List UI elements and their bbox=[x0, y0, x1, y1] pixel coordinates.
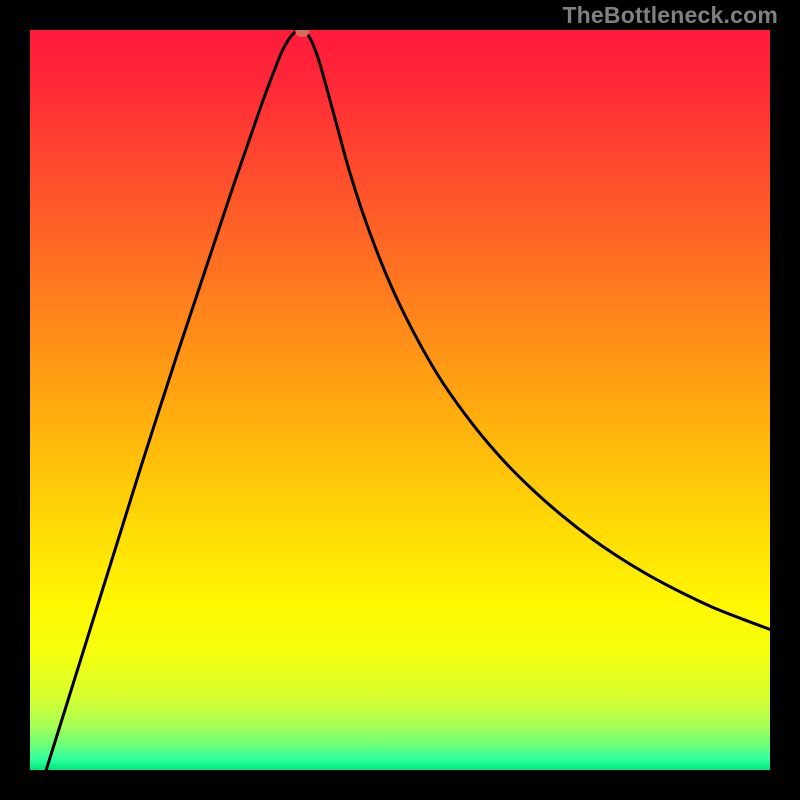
plot-area bbox=[30, 30, 770, 770]
watermark-text: TheBottleneck.com bbox=[562, 2, 778, 29]
gradient-background bbox=[30, 30, 770, 770]
chart-svg bbox=[30, 30, 770, 770]
chart-root: { "watermark": { "text": "TheBottleneck.… bbox=[0, 0, 800, 800]
